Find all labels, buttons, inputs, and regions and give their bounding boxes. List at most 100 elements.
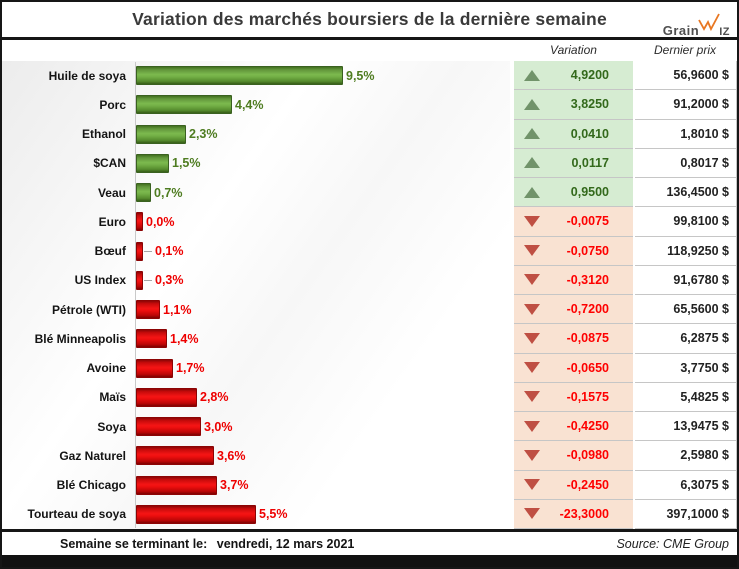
variation-value: 0,0410 <box>570 126 609 141</box>
down-triangle-icon <box>524 303 540 315</box>
variation-percent-label: 9,5% <box>346 68 375 83</box>
bar-zone: 1,1% <box>132 300 514 320</box>
variation-bar <box>136 241 143 261</box>
row-label: Euro <box>98 214 126 229</box>
variation-value: -0,0980 <box>566 448 609 463</box>
footer: Semaine se terminant le: vendredi, 12 ma… <box>2 532 737 555</box>
variation-value: 0,9500 <box>570 185 609 200</box>
chart-axis-line <box>135 62 136 528</box>
variation-cell: -0,7200 <box>514 295 633 325</box>
variation-percent-label: 0,0% <box>146 214 175 229</box>
label-leader-line <box>144 250 152 252</box>
bar-zone: 3,7% <box>132 475 514 495</box>
variation-percent-label: 1,1% <box>163 302 192 317</box>
variation-percent-label: 3,6% <box>217 448 246 463</box>
variation-bar <box>136 446 214 466</box>
variation-bar <box>136 95 232 115</box>
variation-cell: -0,4250 <box>514 412 633 442</box>
down-triangle-icon <box>524 420 540 432</box>
variation-percent-label: 0,7% <box>154 185 183 200</box>
logo-text-left: Grain <box>662 23 700 38</box>
variation-bar <box>136 329 167 349</box>
bar-zone: 4,4% <box>132 95 514 115</box>
table-row: Gaz Naturel 3,6% -0,0980 2,5980 $ <box>2 441 737 471</box>
variation-cell: 4,9200 <box>514 61 633 91</box>
row-label: Maïs <box>99 390 126 405</box>
variation-cell: 3,8250 <box>514 90 633 120</box>
variation-value: -0,0075 <box>566 214 609 229</box>
column-headers: Variation Dernier prix <box>2 40 737 61</box>
chart-and-table: Huile de soya 9,5% 4,9200 56,9600 $ Porc… <box>2 61 737 529</box>
week-ending-text: Semaine se terminant le: vendredi, 12 ma… <box>60 537 354 551</box>
last-price-cell: 5,4825 $ <box>635 382 737 412</box>
variation-value: -0,1575 <box>566 389 609 404</box>
bar-zone: 1,7% <box>132 358 514 378</box>
variation-cell: -0,0980 <box>514 441 633 471</box>
bar-zone: 0,0% <box>132 212 514 232</box>
bar-zone: 0,1% <box>132 241 514 261</box>
variation-cell: -0,0075 <box>514 207 633 237</box>
variation-value: -0,4250 <box>566 419 609 434</box>
down-triangle-icon <box>524 332 540 344</box>
row-label: Blé Minneapolis <box>34 331 126 346</box>
variation-bar <box>136 300 160 320</box>
variation-percent-label: 2,8% <box>200 390 229 405</box>
variation-bar <box>136 358 173 378</box>
variation-percent-label: 3,0% <box>204 419 233 434</box>
variation-cell: -23,3000 <box>514 499 633 529</box>
variation-cell: -0,3120 <box>514 265 633 295</box>
down-triangle-icon <box>524 449 540 461</box>
last-price-cell: 13,9475 $ <box>635 412 737 442</box>
variation-percent-label: 5,5% <box>259 507 288 522</box>
last-price-cell: 65,5600 $ <box>635 295 737 325</box>
table-row: Pétrole (WTI) 1,1% -0,7200 65,5600 $ <box>2 295 737 325</box>
down-triangle-icon <box>524 362 540 374</box>
variation-cell: -0,0875 <box>514 324 633 354</box>
price-column-header: Dernier prix <box>653 43 716 57</box>
page-title: Variation des marchés boursiers de la de… <box>132 9 607 29</box>
row-label: Veau <box>97 185 126 200</box>
variation-cell: -0,1575 <box>514 382 633 412</box>
row-label: Ethanol <box>82 127 126 142</box>
last-price-cell: 91,6780 $ <box>635 265 737 295</box>
table-row: Tourteau de soya 5,5% -23,3000 397,1000 … <box>2 499 737 529</box>
grainwiz-logo: Grain IZ <box>663 13 730 38</box>
variation-percent-label: 2,3% <box>189 127 218 142</box>
logo-text-right: IZ <box>719 26 730 38</box>
row-label: US Index <box>74 273 126 288</box>
variation-bar <box>136 124 186 144</box>
last-price-cell: 6,2875 $ <box>635 324 737 354</box>
last-price-cell: 99,8100 $ <box>635 207 737 237</box>
up-triangle-icon <box>524 186 540 198</box>
variation-bar <box>136 212 143 232</box>
down-triangle-icon <box>524 215 540 227</box>
table-row: $CAN 1,5% 0,0117 0,8017 $ <box>2 148 737 178</box>
row-label: Pétrole (WTI) <box>52 302 126 317</box>
last-price-cell: 3,7750 $ <box>635 353 737 383</box>
variation-value: -0,0750 <box>566 243 609 258</box>
table-row: Bœuf 0,1% -0,0750 118,9250 $ <box>2 236 737 266</box>
variation-percent-label: 4,4% <box>235 97 264 112</box>
variation-bar <box>136 387 197 407</box>
bar-zone: 9,5% <box>132 66 514 86</box>
table-row: Porc 4,4% 3,8250 91,2000 $ <box>2 90 737 120</box>
variation-value: -23,3000 <box>559 506 609 521</box>
week-ending-date: vendredi, 12 mars 2021 <box>216 536 355 551</box>
variation-value: 4,9200 <box>570 68 609 83</box>
row-label: $CAN <box>93 156 126 171</box>
last-price-cell: 397,1000 $ <box>635 499 737 529</box>
variation-percent-label: 1,7% <box>176 361 205 376</box>
variation-cell: 0,9500 <box>514 178 633 208</box>
table-row: Blé Chicago 3,7% -0,2450 6,3075 $ <box>2 470 737 500</box>
title-bar: Variation des marchés boursiers de la de… <box>2 2 737 40</box>
bar-zone: 1,5% <box>132 153 514 173</box>
variation-bar <box>136 475 217 495</box>
bar-zone: 3,6% <box>132 446 514 466</box>
up-triangle-icon <box>524 69 540 81</box>
last-price-cell: 2,5980 $ <box>635 441 737 471</box>
variation-bar <box>136 183 151 203</box>
table-row: Maïs 2,8% -0,1575 5,4825 $ <box>2 382 737 412</box>
variation-bar <box>136 504 256 524</box>
bar-zone: 0,3% <box>132 270 514 290</box>
